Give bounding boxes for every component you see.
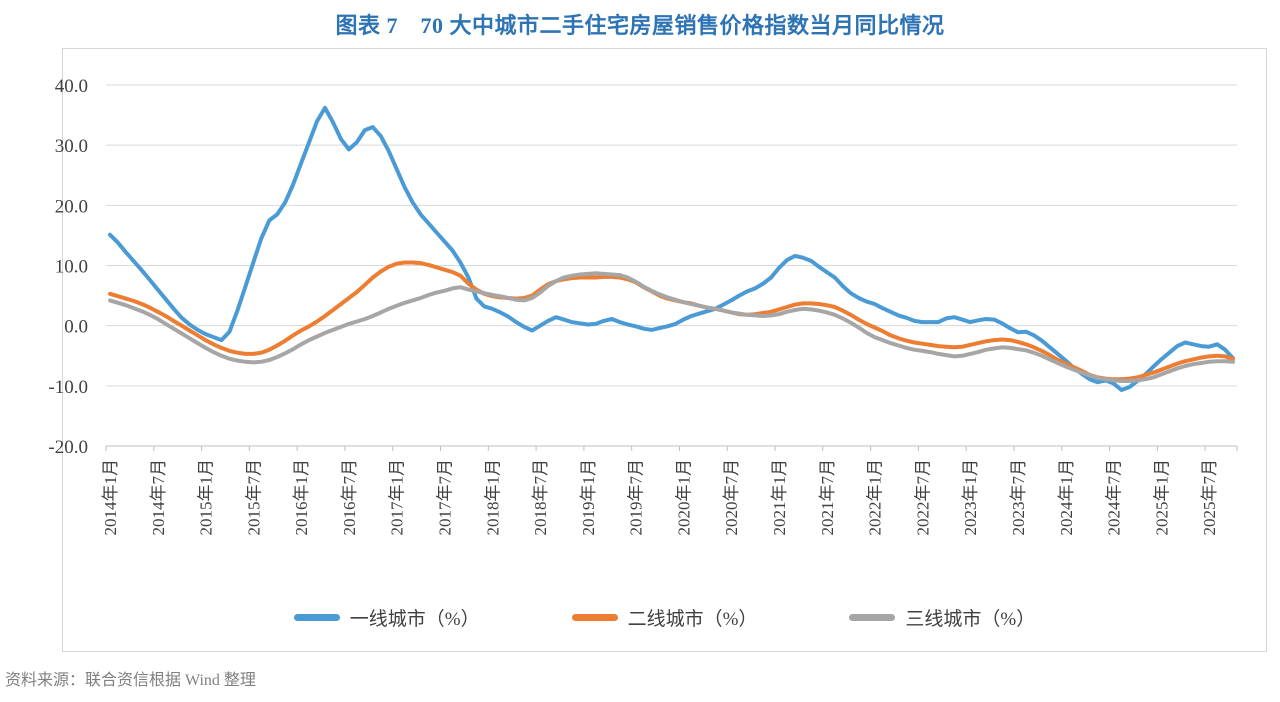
chart-title: 图表 7 70 大中城市二手住宅房屋销售价格指数当月同比情况	[335, 13, 945, 38]
legend-label-third-tier: 三线城市（%）	[905, 609, 1036, 630]
chart-figure-box: 一线城市（%） 二线城市（%） 三线城市（%）	[62, 48, 1267, 652]
legend-item-third-tier: 三线城市（%）	[849, 604, 1035, 631]
chart-legend: 一线城市（%） 二线城市（%） 三线城市（%）	[63, 604, 1266, 631]
legend-label-second-tier: 二线城市（%）	[627, 609, 758, 630]
legend-swatch-third-tier	[849, 614, 896, 621]
source-note: 资料来源：联合资信根据 Wind 整理	[5, 672, 256, 689]
legend-item-second-tier: 二线城市（%）	[571, 604, 758, 631]
legend-swatch-second-tier	[571, 614, 618, 621]
legend-label-first-tier: 一线城市（%）	[349, 609, 480, 630]
legend-swatch-first-tier	[293, 614, 340, 621]
legend-item-first-tier: 一线城市（%）	[293, 604, 480, 631]
